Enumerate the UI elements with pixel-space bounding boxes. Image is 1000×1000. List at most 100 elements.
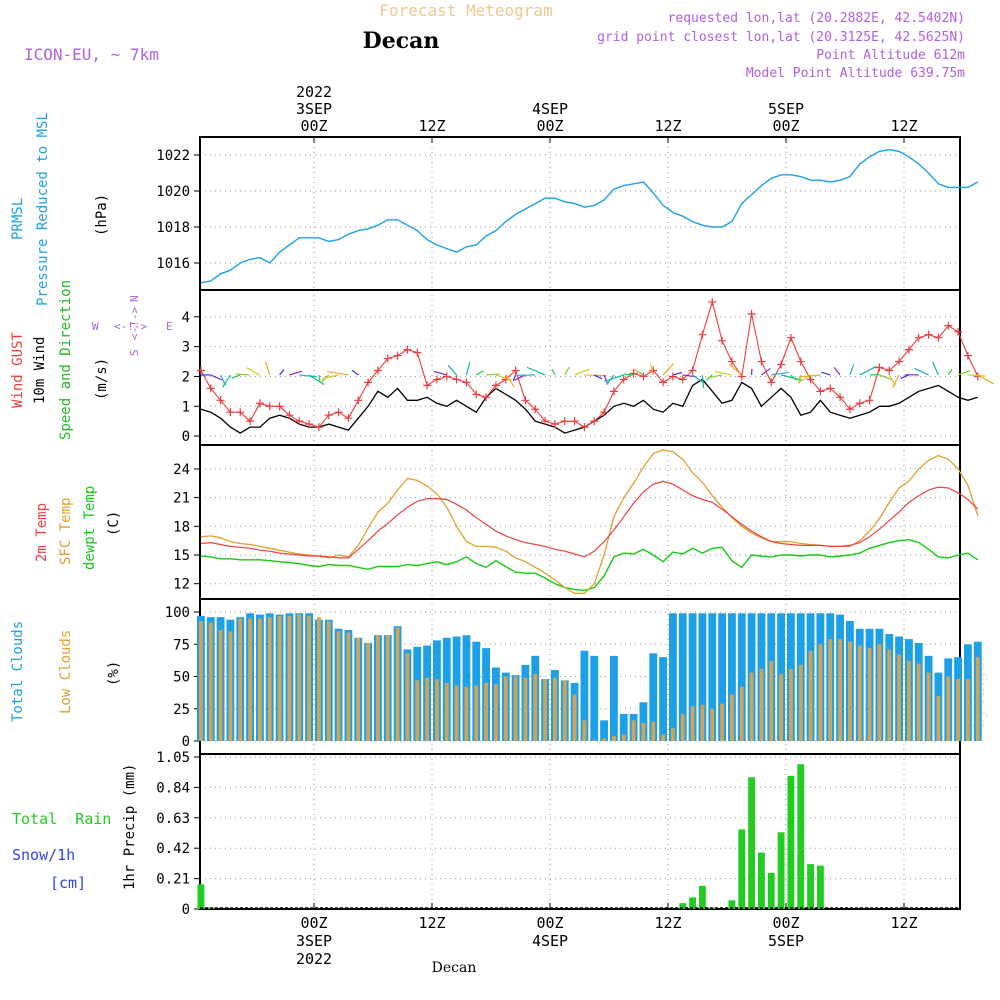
wind-dir-arrow bbox=[551, 368, 556, 376]
gust-point bbox=[511, 366, 520, 375]
low-cloud-bar bbox=[376, 635, 380, 741]
low-cloud-bar bbox=[936, 695, 941, 741]
low-cloud-bar bbox=[710, 708, 715, 741]
cm-label: [cm] bbox=[50, 874, 86, 892]
rain-bar bbox=[748, 777, 755, 909]
time-label-top: 4SEP bbox=[532, 100, 568, 118]
gust-point bbox=[295, 417, 304, 426]
gust-point bbox=[629, 369, 638, 378]
time-label-bottom: 5SEP bbox=[768, 932, 804, 950]
wind-dir-arrow bbox=[947, 369, 953, 376]
gust-point bbox=[904, 345, 913, 354]
wind-dir-label: Speed and Direction bbox=[58, 280, 74, 440]
low-cloud-bar bbox=[317, 617, 321, 741]
point-altitude: Point Altitude 612m bbox=[816, 48, 965, 63]
sfc-label: SFC Temp bbox=[58, 498, 74, 565]
compass-icon: N S <-!-> W <-!-> E bbox=[92, 295, 173, 356]
low-cloud-bar bbox=[916, 663, 921, 741]
wind-dir-arrow bbox=[849, 364, 855, 376]
wind-dir-arrow bbox=[299, 374, 318, 378]
gust-point bbox=[550, 420, 559, 429]
compass-s: S bbox=[128, 349, 141, 356]
low-cloud-bar bbox=[956, 679, 960, 741]
low-cloud-bar bbox=[513, 676, 518, 741]
wind-dir-arrow bbox=[236, 373, 251, 376]
wind-dir-arrow bbox=[771, 371, 789, 376]
low-cloud-bar bbox=[218, 630, 223, 741]
gust-point bbox=[580, 423, 589, 432]
gust-point bbox=[963, 351, 972, 360]
gust-point bbox=[226, 408, 235, 417]
wind-dir-arrow bbox=[728, 363, 743, 376]
total-cloud-bar bbox=[708, 613, 717, 741]
wind-dir-arrow bbox=[465, 361, 471, 376]
y-tick-label: 12 bbox=[173, 577, 190, 593]
wind-dir-arrow bbox=[957, 370, 971, 376]
gust-point bbox=[373, 366, 382, 375]
low-cloud-bar bbox=[543, 679, 547, 741]
gust-line bbox=[200, 299, 979, 428]
rain-bar bbox=[699, 885, 706, 909]
low-cloud-bar bbox=[258, 618, 262, 741]
low-cloud-bar bbox=[562, 680, 567, 741]
low-cloud-bar bbox=[297, 614, 302, 741]
wind-dir-arrow bbox=[879, 374, 892, 381]
low-cloud-bar bbox=[828, 639, 833, 741]
temp2m-label: 2m Temp bbox=[34, 503, 50, 562]
gust-point bbox=[954, 327, 963, 336]
location-title: Decan bbox=[363, 28, 440, 54]
rain-bar bbox=[767, 872, 775, 909]
model-label: ICON-EU, ~ 7km bbox=[24, 45, 159, 64]
total-cloud-bar bbox=[718, 613, 726, 741]
time-label-bottom: 12Z bbox=[890, 914, 917, 932]
precip-ylabel: 1hr Precip (mm) bbox=[122, 764, 138, 890]
wind-dir-arrow bbox=[433, 370, 447, 376]
time-label-bottom: 00Z bbox=[536, 914, 563, 932]
gust-point bbox=[855, 399, 864, 408]
compass-w: W bbox=[92, 320, 99, 333]
model-altitude: Model Point Altitude 639.75m bbox=[746, 66, 965, 81]
total-cloud-bar bbox=[639, 702, 648, 741]
wind-dir-arrow bbox=[900, 374, 910, 380]
gust-point bbox=[875, 363, 884, 372]
gust-point bbox=[413, 348, 422, 357]
wind-dir-arrow bbox=[714, 371, 733, 376]
gust-point bbox=[206, 384, 215, 393]
wind-dir-arrow bbox=[603, 374, 608, 384]
y-tick-label: 18 bbox=[173, 519, 190, 535]
low-cloud-bar bbox=[523, 677, 528, 741]
low-cloud-bar bbox=[975, 657, 980, 741]
time-label-bottom: 4SEP bbox=[532, 932, 568, 950]
rain-bar bbox=[758, 852, 765, 909]
rain-bar bbox=[797, 764, 805, 909]
snow-label: Snow/1h bbox=[12, 846, 75, 864]
low-cloud-bar bbox=[857, 645, 862, 741]
total-cloud-bar bbox=[590, 655, 599, 741]
low-cloud-bar bbox=[877, 644, 882, 741]
time-label-top: 12Z bbox=[418, 117, 445, 135]
wind-dir-arrow bbox=[321, 374, 339, 380]
gust-point bbox=[265, 402, 274, 411]
low-cloud-bar bbox=[730, 694, 734, 741]
low-cloud-bar bbox=[454, 685, 459, 741]
pressure-line bbox=[200, 148, 979, 284]
wind-dir-arrow bbox=[967, 374, 986, 377]
wind-dir-arrow bbox=[672, 371, 683, 376]
wind-unit: (m/s) bbox=[94, 358, 110, 400]
wind-dir-arrow bbox=[505, 374, 515, 388]
wind-dir-arrow bbox=[318, 374, 321, 382]
gust-point bbox=[816, 387, 825, 396]
rain-bar bbox=[728, 900, 736, 909]
gust-point bbox=[865, 396, 874, 405]
wind-dir-arrow bbox=[892, 374, 900, 388]
gust-point bbox=[619, 375, 628, 384]
time-label-top: 3SEP bbox=[296, 100, 332, 118]
panel-frame bbox=[199, 289, 961, 446]
gust-point bbox=[216, 396, 225, 405]
gust-point bbox=[383, 354, 392, 363]
time-label-top: 00Z bbox=[300, 117, 327, 135]
y-tick-label: 3 bbox=[182, 340, 190, 356]
gust-point bbox=[796, 357, 805, 366]
temp-unit: (C) bbox=[106, 511, 122, 536]
gust-point bbox=[442, 372, 451, 381]
